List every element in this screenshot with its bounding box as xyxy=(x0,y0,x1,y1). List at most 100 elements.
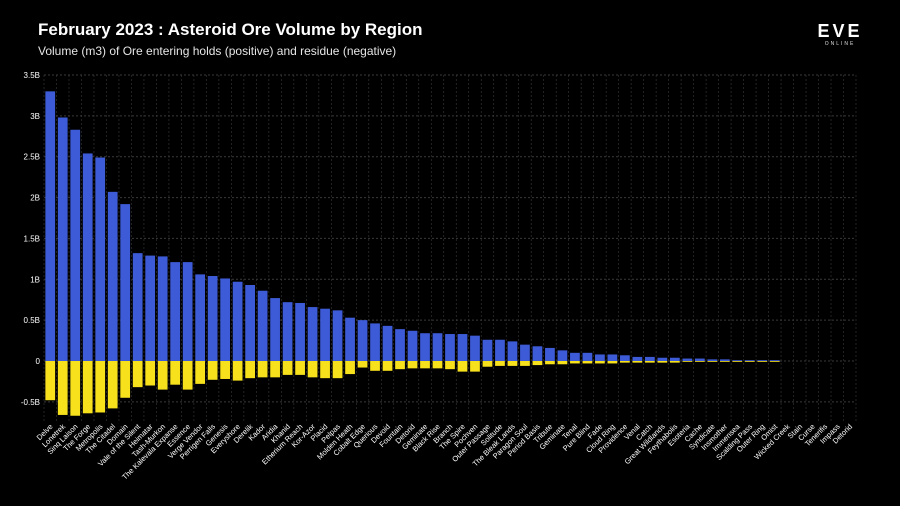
y-tick-label: 3B xyxy=(30,112,40,121)
bar-negative xyxy=(170,361,181,385)
bar-positive xyxy=(582,352,593,361)
bar-positive xyxy=(482,339,493,361)
y-tick-label: 1.5B xyxy=(24,234,40,243)
chart-title: February 2023 : Asteroid Ore Volume by R… xyxy=(38,20,423,39)
bar-negative xyxy=(282,361,293,375)
bar-negative xyxy=(157,361,168,390)
bar-negative xyxy=(532,361,543,366)
bar-positive xyxy=(357,320,368,361)
bar-negative xyxy=(557,361,568,365)
bar-negative xyxy=(195,361,206,384)
bar-positive xyxy=(507,341,518,361)
eve-online-logo: EVE ONLINE xyxy=(812,22,868,48)
bar-negative xyxy=(607,361,618,364)
bar-positive xyxy=(520,344,530,361)
bar-positive xyxy=(345,317,355,361)
bar-positive xyxy=(595,354,605,361)
bar-negative xyxy=(732,361,743,362)
bar-positive xyxy=(445,334,455,361)
bar-positive xyxy=(470,335,480,361)
bar-positive xyxy=(157,256,168,361)
bar-positive xyxy=(620,355,630,361)
bar-negative xyxy=(270,361,280,378)
bar-negative xyxy=(457,361,468,372)
bar-positive xyxy=(719,359,730,361)
bar-positive xyxy=(744,360,755,361)
bar-positive xyxy=(457,334,468,361)
bar-positive xyxy=(295,302,305,361)
bar-negative xyxy=(220,361,231,379)
bar-negative xyxy=(232,361,243,381)
bar-positive xyxy=(645,356,655,361)
bar-positive xyxy=(432,333,443,361)
bar-positive xyxy=(245,285,255,361)
bar-negative xyxy=(207,361,218,380)
bar-positive xyxy=(132,253,143,361)
bar-negative xyxy=(432,361,443,369)
bar-positive xyxy=(95,157,106,361)
y-tick-label: 0 xyxy=(36,357,41,366)
bar-positive xyxy=(320,308,330,361)
bar-negative xyxy=(395,361,405,370)
logo-sub-text: ONLINE xyxy=(824,41,856,47)
bar-positive xyxy=(57,117,68,362)
bar-negative xyxy=(507,361,518,366)
bar-positive xyxy=(45,91,56,361)
bar-positive xyxy=(757,360,768,361)
bar-positive xyxy=(270,298,280,361)
bar-positive xyxy=(732,360,743,361)
bar-negative xyxy=(70,361,81,416)
bar-negative xyxy=(145,361,156,386)
bar-negative xyxy=(107,361,118,409)
bar-positive xyxy=(694,358,705,361)
bar-negative xyxy=(45,361,56,401)
bar-negative xyxy=(332,361,343,379)
bar-negative xyxy=(757,361,768,362)
y-tick-label: 3.5B xyxy=(24,71,40,80)
bar-negative xyxy=(382,361,393,371)
bar-negative xyxy=(719,361,730,362)
bar-positive xyxy=(282,302,293,361)
bar-positive xyxy=(220,278,231,361)
bar-negative xyxy=(682,361,693,362)
bar-negative xyxy=(295,361,305,375)
logo-main-text: EVE xyxy=(817,21,863,41)
bar-positive xyxy=(570,352,580,361)
bar-negative xyxy=(620,361,630,363)
bar-negative xyxy=(769,361,780,362)
bar-positive xyxy=(545,347,555,361)
bar-negative xyxy=(345,361,355,375)
bar-positive xyxy=(395,329,405,361)
bar-negative xyxy=(182,361,193,390)
y-tick-label: 1B xyxy=(30,275,40,284)
bar-negative xyxy=(307,361,318,378)
bar-negative xyxy=(445,361,455,370)
bar-negative xyxy=(257,361,268,378)
bar-positive xyxy=(382,325,393,361)
y-tick-label: 2.5B xyxy=(24,153,40,162)
bar-negative xyxy=(120,361,131,398)
bar-positive xyxy=(420,333,430,361)
bar-negative xyxy=(320,361,330,379)
bar-negative xyxy=(407,361,418,369)
bar-negative xyxy=(570,361,580,364)
bar-negative xyxy=(545,361,555,365)
bar-negative xyxy=(495,361,505,366)
bar-negative xyxy=(744,361,755,362)
y-tick-label: 0.5B xyxy=(24,316,40,325)
y-tick-label: 2B xyxy=(30,194,40,203)
y-tick-label: -0.5B xyxy=(21,398,40,407)
bar-negative xyxy=(645,361,655,363)
bar-positive xyxy=(195,274,206,361)
bar-negative xyxy=(669,361,680,363)
bar-positive xyxy=(632,356,643,361)
bar-positive xyxy=(307,307,318,361)
bar-negative xyxy=(520,361,530,366)
bar-positive xyxy=(232,281,243,361)
bar-negative xyxy=(370,361,380,371)
bar-positive xyxy=(107,191,118,361)
bar-positive xyxy=(370,323,380,361)
bar-positive xyxy=(120,204,131,361)
bar-positive xyxy=(407,330,418,361)
bar-positive xyxy=(669,357,680,361)
